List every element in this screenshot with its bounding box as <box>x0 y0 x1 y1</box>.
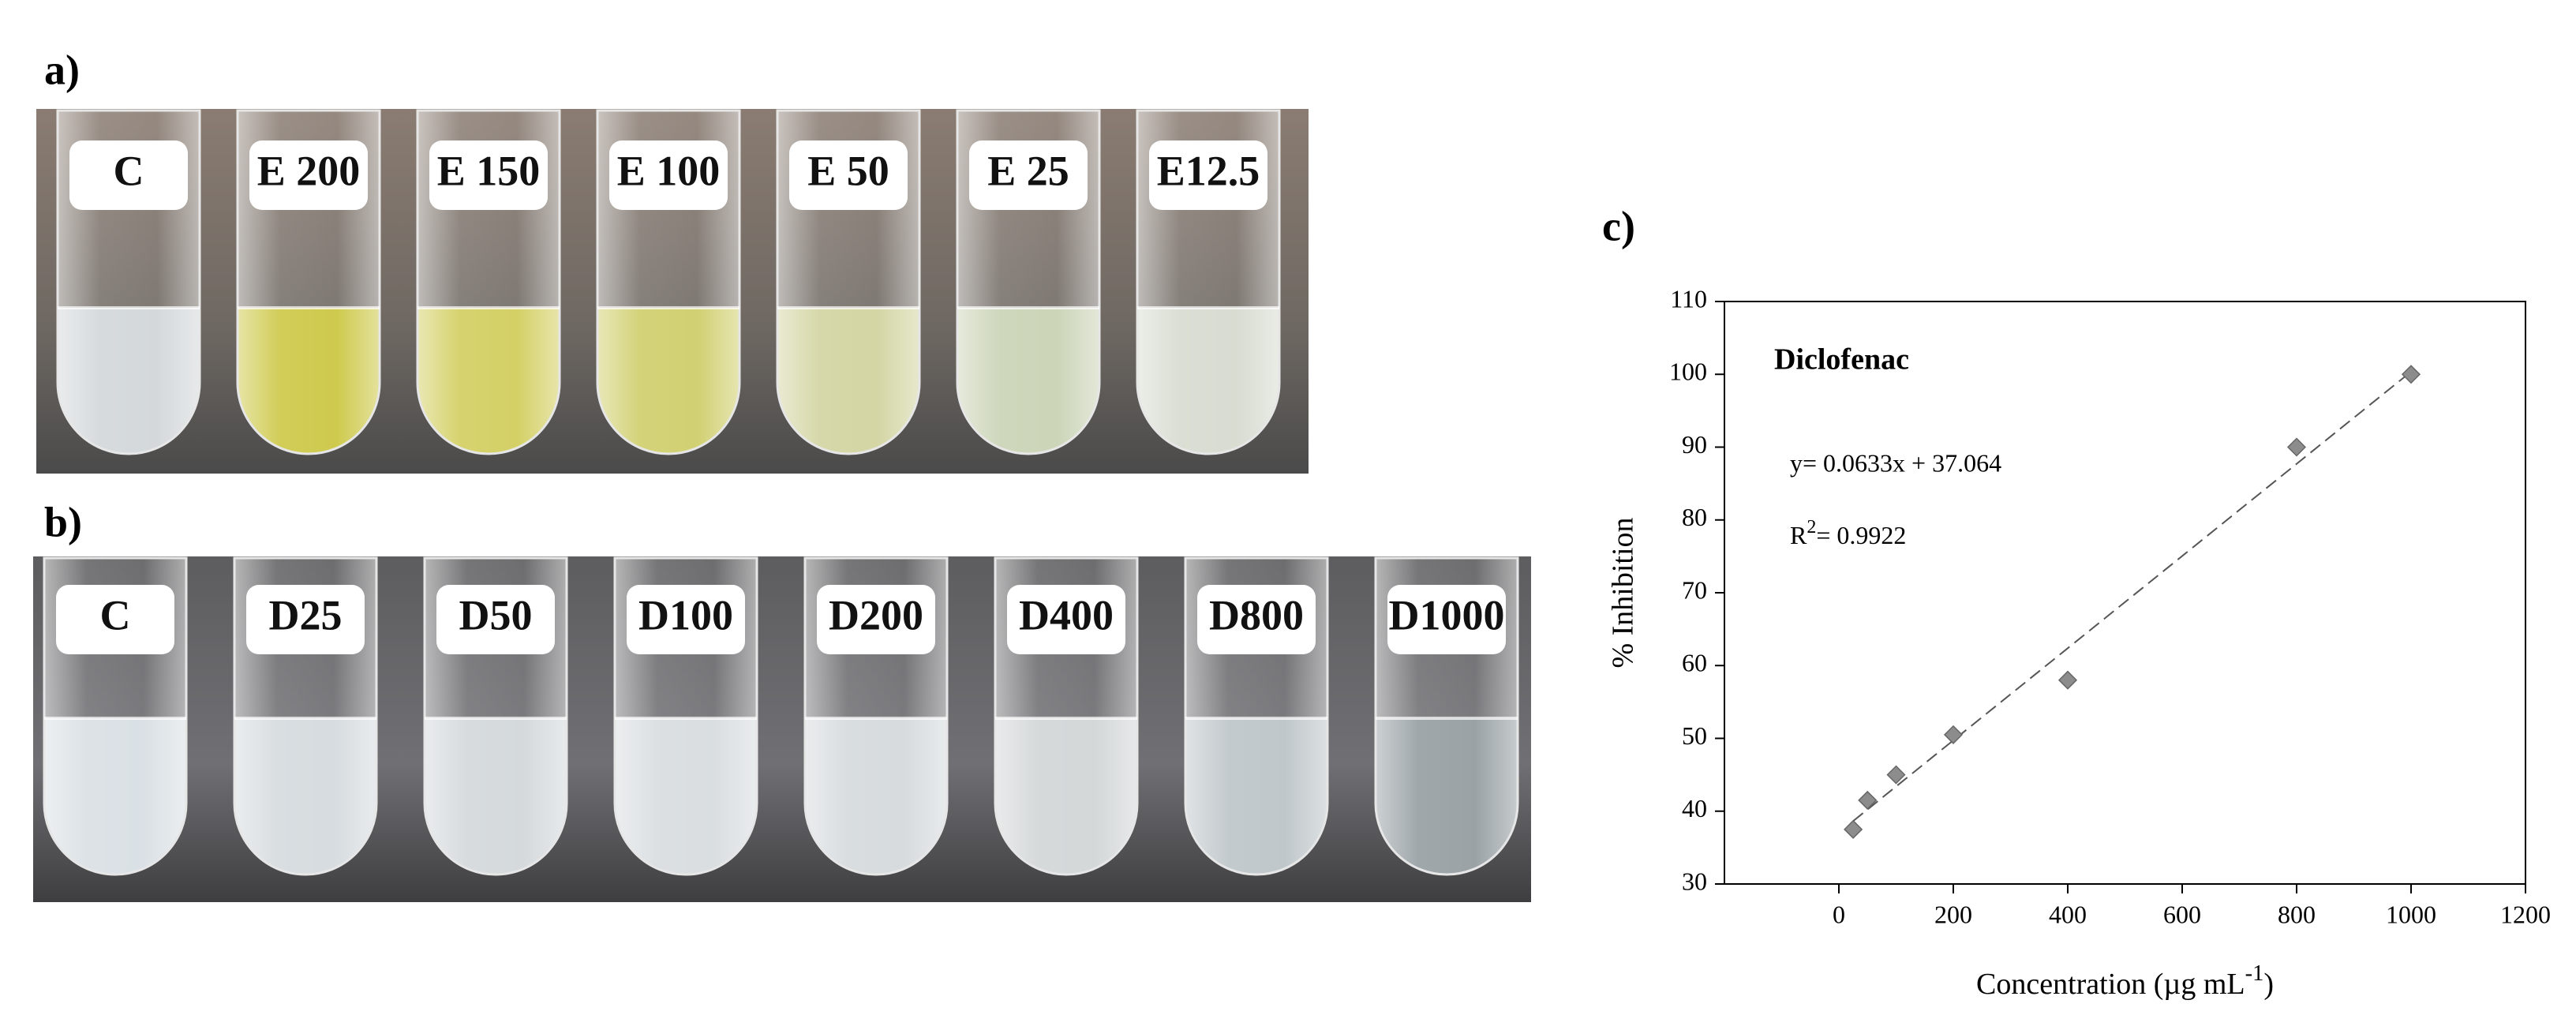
y-tick-label: 110 <box>1670 284 1707 313</box>
data-point <box>2286 437 2307 457</box>
y-axis-label: % Inhibition <box>1607 517 1640 668</box>
tube-label: E12.5 <box>1157 147 1260 194</box>
tube-label-box <box>969 140 1088 210</box>
chart-title: Diclofenac <box>1774 343 1909 376</box>
data-point <box>1844 819 1863 839</box>
tube-label-box <box>56 585 174 654</box>
tube-label-box <box>246 585 365 654</box>
x-tick-label: 1000 <box>2386 900 2436 928</box>
x-tick-label: 0 <box>1833 900 1845 928</box>
tube-label: D25 <box>269 591 343 639</box>
tube-label: D100 <box>638 591 733 639</box>
tube-label-box <box>1149 140 1267 210</box>
tube-label: E 25 <box>987 147 1069 194</box>
tube-label-box <box>1387 585 1506 654</box>
tube-label-box <box>429 140 548 210</box>
tube-label: D50 <box>459 591 533 639</box>
y-tick-label: 50 <box>1682 721 1707 750</box>
x-tick-label: 400 <box>2049 900 2087 928</box>
tube-label: D400 <box>1019 591 1114 639</box>
tubes: C E 200 E 150 E 100 E 50 E 25 E12.5 C D25 D50 D100… <box>43 109 1519 876</box>
tube-label: D200 <box>829 591 923 639</box>
r-squared-rest: = 0.9922 <box>1816 521 1906 549</box>
data-point <box>1886 765 1906 785</box>
panel-label: a) <box>44 46 80 93</box>
x-axis-label-sup: -1 <box>2245 961 2264 985</box>
x-tick-label: 1200 <box>2500 900 2551 928</box>
y-tick-label: 60 <box>1682 649 1707 677</box>
x-axis-label-rest: ) <box>2263 968 2274 1001</box>
x-axis-label: Concentration (µg mL-1) <box>1976 961 2274 1000</box>
data-point <box>1943 725 1964 744</box>
y-tick-label: 90 <box>1682 430 1707 459</box>
equation: y= 0.0633x + 37.064 <box>1790 448 2001 477</box>
r-squared: R2= 0.9922 <box>1790 517 1906 550</box>
plot-frame <box>1724 301 2526 885</box>
r-squared-sup: 2 <box>1807 517 1816 537</box>
tube-label: C <box>114 147 144 194</box>
tube-label-box <box>817 585 935 654</box>
x-tick-label: 200 <box>1934 900 1972 928</box>
data-point <box>1858 790 1878 810</box>
tube-label: E 50 <box>807 147 889 194</box>
tube-label-box <box>249 140 368 210</box>
trend-line <box>1852 371 2412 822</box>
data-point <box>2401 365 2421 384</box>
tube-label-box <box>609 140 728 210</box>
data-point <box>2057 670 2078 690</box>
y-tick-label: 40 <box>1682 794 1707 822</box>
tube-label-box <box>436 585 555 654</box>
tube-label: D800 <box>1209 591 1304 639</box>
tube-label: C <box>100 591 131 639</box>
tube-label-box <box>789 140 908 210</box>
tube-label: E 100 <box>617 147 721 194</box>
y-tick-label: 80 <box>1682 503 1707 531</box>
x-tick-label: 800 <box>2278 900 2316 928</box>
tube-label: E 200 <box>257 147 361 194</box>
tube-label-box <box>69 140 188 210</box>
y-tick-label: 100 <box>1669 358 1707 386</box>
y-tick-label: 30 <box>1682 867 1707 895</box>
x-tick-label: 600 <box>2163 900 2201 928</box>
r-squared-base: R <box>1790 521 1807 549</box>
tube-label: E 150 <box>437 147 541 194</box>
tube-label-box <box>1007 585 1125 654</box>
panel-label: b) <box>44 498 82 545</box>
tube-label-box <box>1197 585 1316 654</box>
y-tick-label: 70 <box>1682 575 1707 604</box>
chart: 30 40 50 60 70 80 90 100 110 0 200 400 600 800 1000 120… <box>1607 284 2551 1000</box>
panel-label: c) <box>1602 202 1635 249</box>
tube-label-box <box>627 585 745 654</box>
tube-label: D1000 <box>1389 591 1505 639</box>
x-axis-label-base: Concentration (µg mL <box>1976 968 2245 1001</box>
